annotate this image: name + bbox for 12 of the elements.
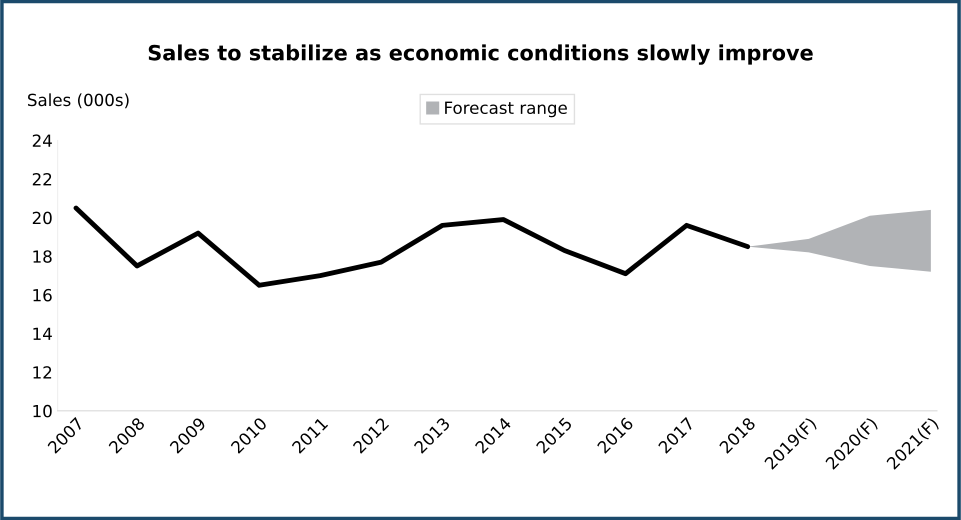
chart-title: Sales to stabilize as economic conditions slowly improve [148, 44, 813, 65]
y-tick-label: 10 [33, 404, 52, 418]
y-tick-label: 14 [33, 328, 52, 340]
y-tick-label: 18 [33, 250, 52, 263]
y-axis-title: Sales (000s) [28, 93, 129, 108]
y-tick-label: 24 [32, 134, 52, 147]
y-tick-label: 22 [32, 172, 52, 186]
y-tick-label: 16 [33, 288, 52, 302]
y-tick-label: 20 [32, 212, 52, 224]
y-tick-label: 12 [33, 366, 52, 379]
line-series [74, 206, 750, 288]
legend-label: Forecast range [445, 102, 567, 118]
